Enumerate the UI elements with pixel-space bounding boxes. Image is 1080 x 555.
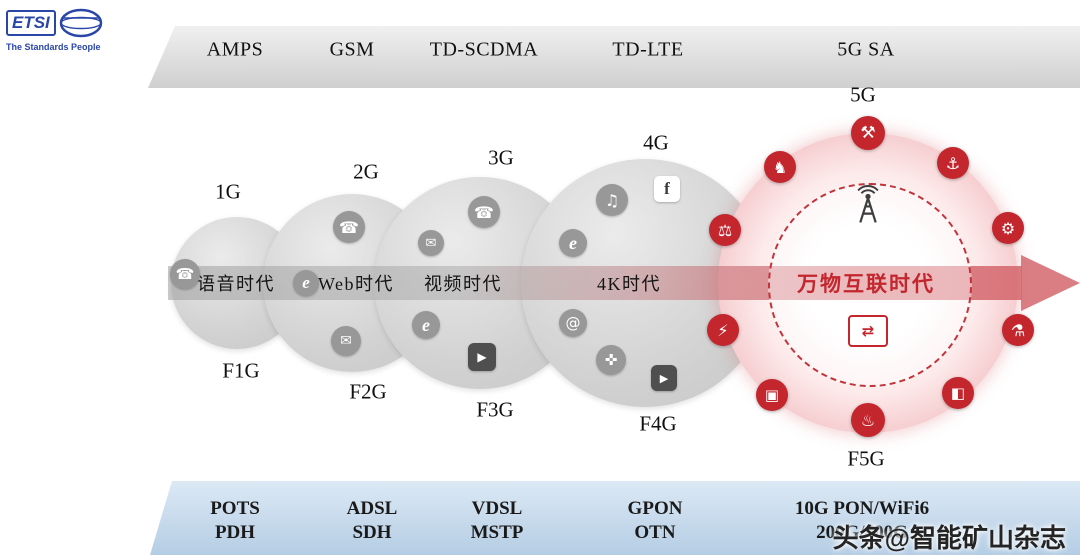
era-label-2g: Web时代	[317, 274, 395, 294]
bottom-item-f1g: POTS PDH	[210, 497, 260, 545]
timeline-arrowhead	[1021, 255, 1080, 311]
robot-icon: ⚙	[992, 212, 1024, 244]
video-player-icon: ▶	[468, 343, 496, 371]
label-5g: 5G	[850, 82, 876, 107]
bottom-item-line1: VDSL	[471, 498, 523, 519]
label-4g: 4G	[643, 130, 669, 155]
label-f4g: F4G	[639, 411, 677, 436]
bottom-item-line1: POTS	[210, 498, 260, 519]
factory-icon: ♨	[851, 403, 885, 437]
phone-icon: ☎	[333, 211, 365, 243]
watermark-text: 头条@智能矿山杂志	[832, 523, 1066, 553]
browser-icon: e	[559, 229, 587, 257]
bottom-item-line1: GPON	[627, 498, 683, 519]
bottom-item-f5g: 10G PON/WiFi6 200G/400G	[795, 497, 929, 545]
phone-icon: ☎	[468, 196, 500, 228]
phone-icon: ☎	[170, 259, 200, 289]
excavator-icon: ⚒	[851, 116, 885, 150]
bottom-item-f4g: GPON OTN	[628, 497, 683, 545]
era-label-5g: 万物互联时代	[797, 272, 935, 296]
crane-icon: ⚖	[709, 214, 741, 246]
bottom-banner	[150, 481, 1080, 555]
bottom-item-f3g: VDSL MSTP	[471, 497, 524, 545]
headphones-icon: ♫	[596, 184, 628, 216]
etsi-logo: ETSI The Standards People	[6, 6, 126, 52]
label-f3g: F3G	[476, 397, 514, 422]
era-label-4g: 4K时代	[597, 274, 661, 294]
label-2g: 2G	[353, 159, 379, 184]
video-player-icon: ▶	[651, 365, 677, 391]
car-icon: ♞	[764, 151, 796, 183]
top-label-td-lte: TD-LTE	[612, 38, 684, 61]
etsi-tagline: The Standards People	[6, 42, 101, 52]
bottom-item-line2: SDH	[352, 522, 392, 543]
bottom-item-line2: OTN	[634, 522, 676, 543]
truck-icon: ◧	[942, 377, 974, 409]
bottom-item-line1: ADSL	[346, 498, 398, 519]
label-1g: 1G	[215, 179, 241, 204]
era-label-1g: 语音时代	[197, 274, 275, 294]
facebook-icon: f	[654, 176, 680, 202]
network-router-icon: ⇄	[848, 315, 888, 347]
label-f5g: F5G	[847, 446, 885, 471]
bottom-item-line1: 10G PON/WiFi6	[794, 498, 930, 519]
bottom-item-f2g: ADSL SDH	[347, 497, 398, 545]
circle-5g-dashed-ring	[768, 183, 972, 387]
message-icon: ✉	[418, 230, 444, 256]
browser-icon: e	[412, 311, 440, 339]
ship-icon: ⚓	[937, 147, 969, 179]
top-label-5g-sa: 5G SA	[837, 38, 895, 61]
label-f1g: F1G	[222, 358, 260, 383]
at-icon: @	[559, 309, 587, 337]
etsi-logo-text: ETSI	[6, 10, 56, 36]
era-label-3g: 视频时代	[424, 274, 502, 294]
top-banner	[148, 26, 1080, 88]
top-label-gsm: GSM	[329, 38, 375, 61]
power-tower-icon: ⚡	[707, 314, 739, 346]
top-label-amps: AMPS	[206, 38, 264, 61]
label-f2g: F2G	[349, 379, 387, 404]
label-3g: 3G	[488, 145, 514, 170]
oil-pumpjack-icon: ⚗	[1002, 314, 1034, 346]
bottom-item-line2: PDH	[214, 522, 256, 543]
gamepad-icon: ✜	[596, 345, 626, 375]
bottom-item-line2: MSTP	[470, 522, 524, 543]
browser-icon: e	[293, 270, 319, 296]
top-label-td-scdma: TD-SCDMA	[429, 38, 539, 61]
globe-icon	[59, 8, 103, 38]
broadcast-antenna-icon	[857, 185, 879, 223]
fax-icon: ✉	[331, 326, 361, 356]
mining-truck-icon: ▣	[756, 379, 788, 411]
bottom-item-line2: 200G/400G	[816, 522, 908, 543]
